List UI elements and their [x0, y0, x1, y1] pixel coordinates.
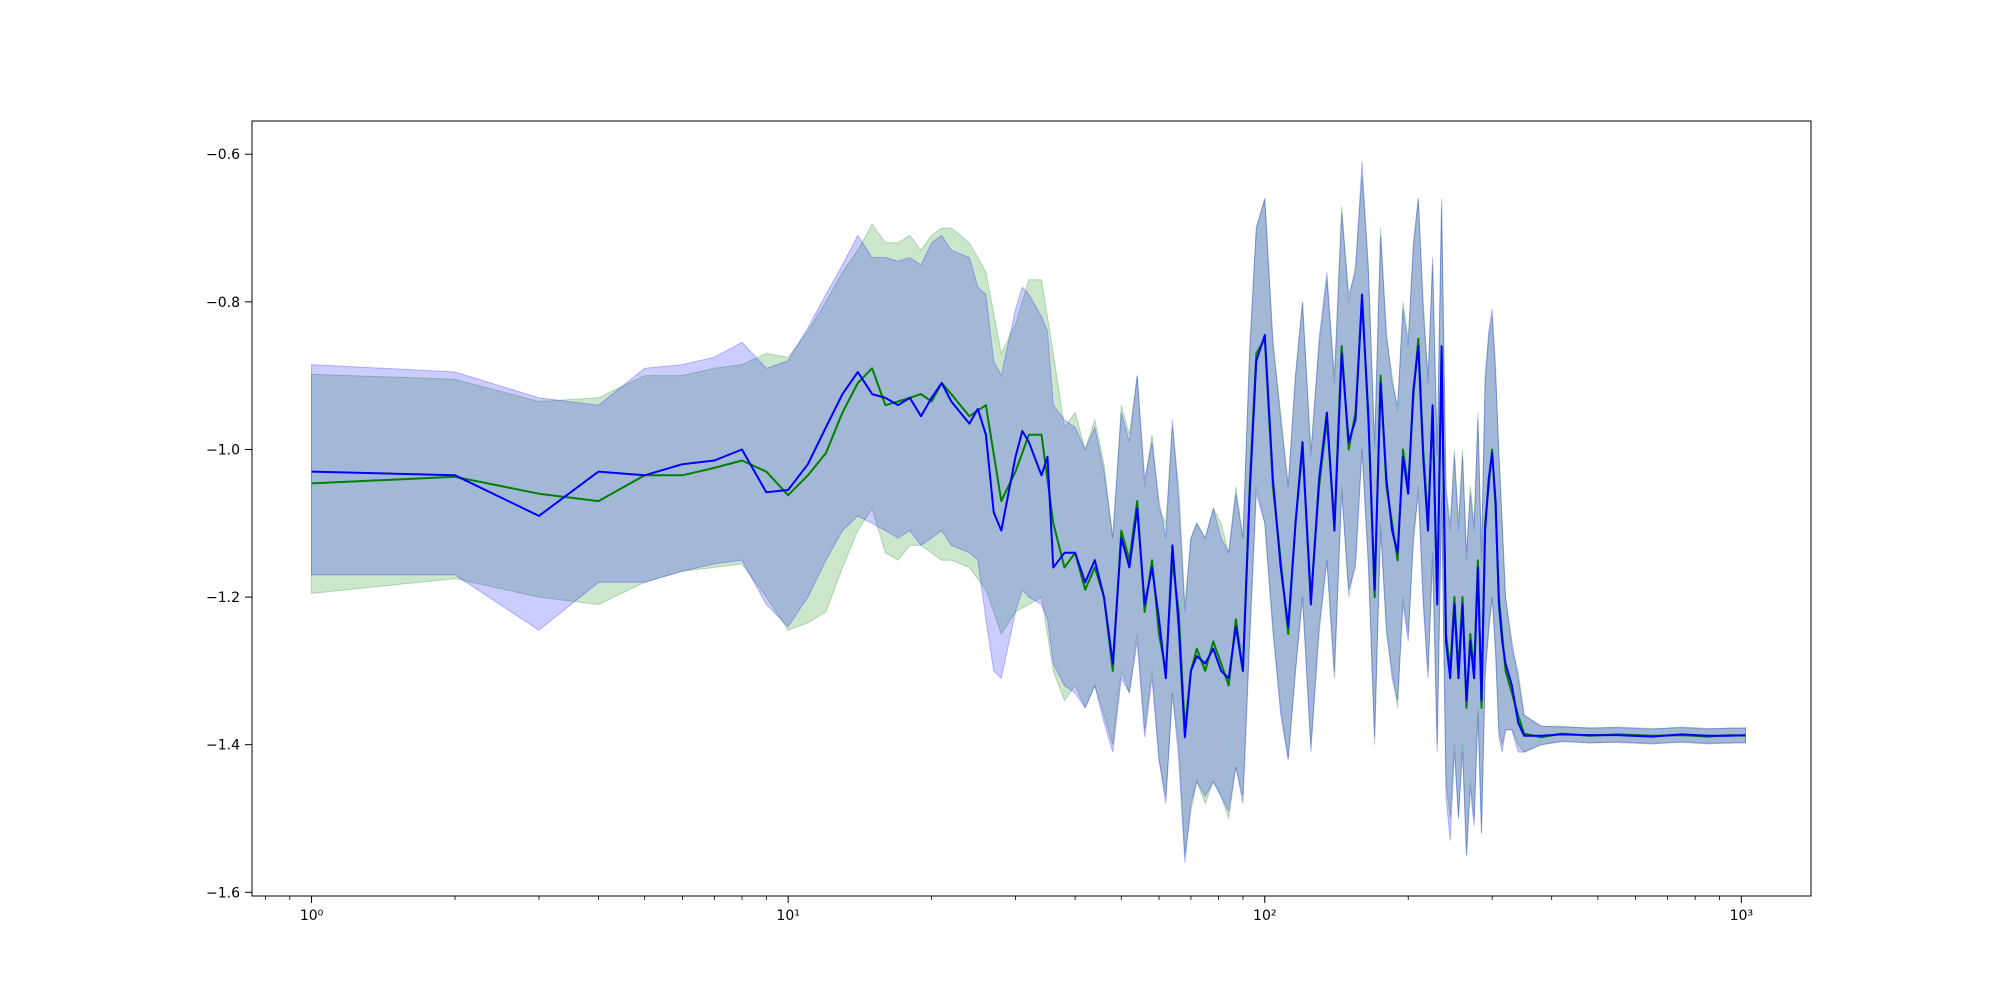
- plot-frame: [251, 120, 1812, 897]
- y-tick-label: −0.8: [206, 295, 240, 311]
- y-tick-label: −1.6: [206, 885, 240, 901]
- y-tick-label: −1.0: [206, 442, 240, 458]
- x-axis: 10⁰ 10¹ 10² 10³: [264, 896, 1753, 924]
- x-tick-label: 10¹: [776, 908, 799, 924]
- series-lines: [311, 293, 1746, 739]
- x-tick-label: 10⁰: [300, 908, 324, 924]
- series-1-band: [311, 176, 1746, 856]
- y-tick-label: −1.2: [206, 590, 240, 606]
- x-tick-label: 10²: [1253, 908, 1276, 924]
- series-2-line: [311, 293, 1746, 739]
- y-tick-label: −1.4: [206, 738, 240, 754]
- x-tick-label: 10³: [1730, 908, 1753, 924]
- y-axis: −0.6 −0.8 −1.0 −1.2 −1.4 −1.6: [206, 147, 252, 901]
- series-2-band: [311, 161, 1746, 863]
- y-tick-label: −0.6: [206, 147, 240, 163]
- confidence-bands: [311, 161, 1746, 863]
